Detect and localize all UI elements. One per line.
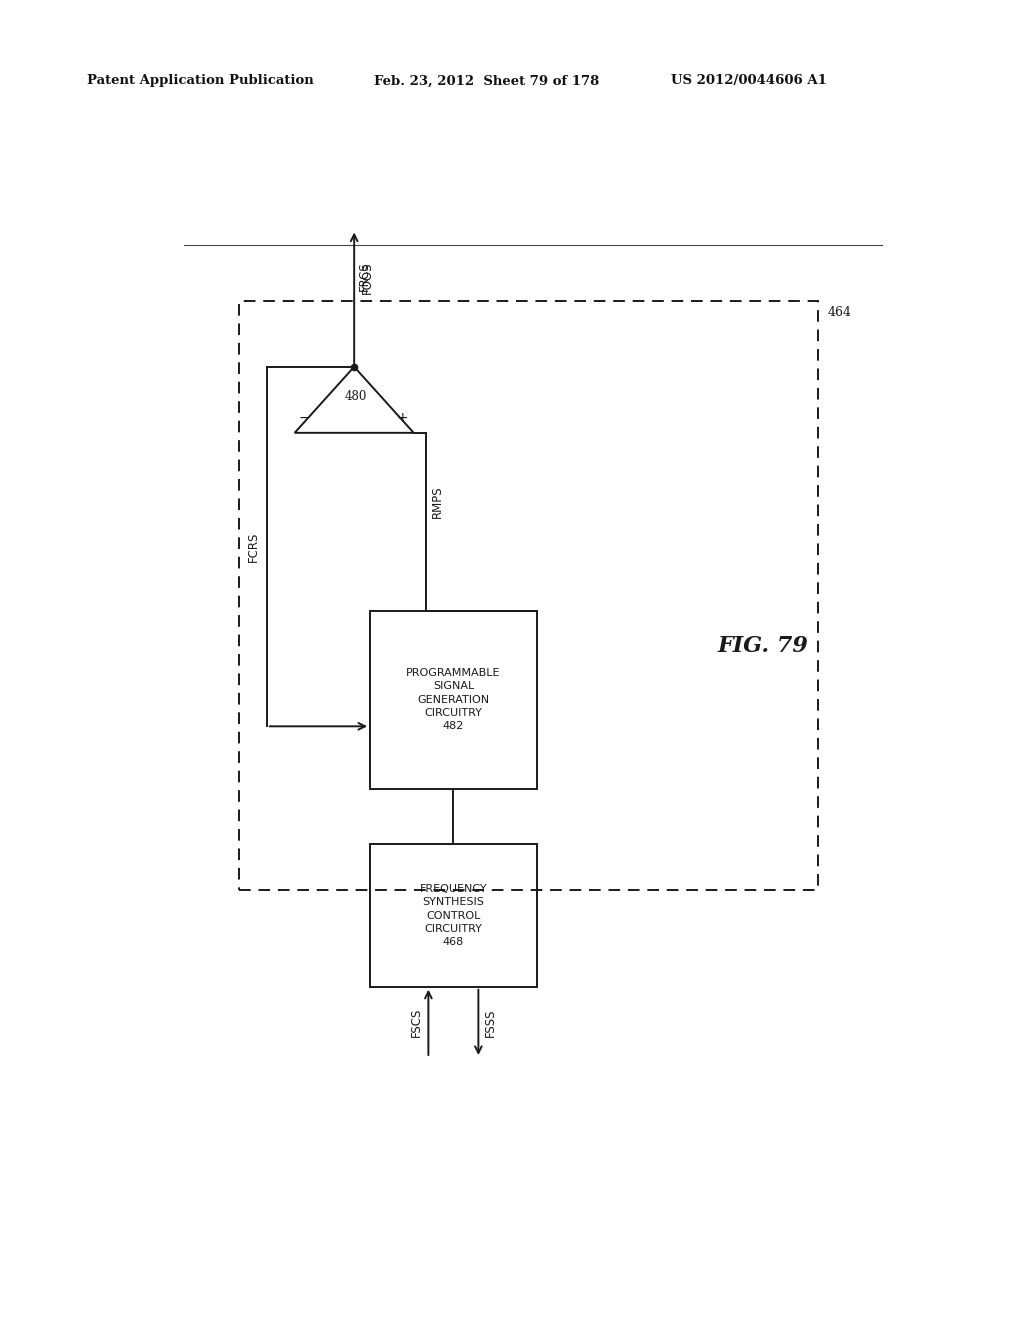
Text: Feb. 23, 2012  Sheet 79 of 178: Feb. 23, 2012 Sheet 79 of 178	[374, 74, 599, 87]
Text: FRCS: FRCS	[358, 261, 371, 290]
Text: RMPS: RMPS	[431, 486, 444, 517]
Text: US 2012/0044606 A1: US 2012/0044606 A1	[671, 74, 826, 87]
Text: FSSS: FSSS	[483, 1008, 497, 1036]
Text: 480: 480	[344, 389, 367, 403]
Text: FOOS: FOOS	[361, 261, 374, 294]
Bar	[370, 611, 537, 788]
Text: PROGRAMMABLE
SIGNAL
GENERATION
CIRCUITRY
482: PROGRAMMABLE SIGNAL GENERATION CIRCUITRY…	[407, 668, 501, 731]
Text: FSCS: FSCS	[410, 1007, 423, 1038]
Text: FREQUENCY
SYNTHESIS
CONTROL
CIRCUITRY
468: FREQUENCY SYNTHESIS CONTROL CIRCUITRY 46…	[420, 884, 487, 946]
Text: +: +	[396, 411, 409, 425]
Bar	[370, 845, 537, 987]
Text: Patent Application Publication: Patent Application Publication	[87, 74, 313, 87]
Text: 464: 464	[828, 306, 852, 318]
Text: FCRS: FCRS	[247, 532, 260, 562]
Text: FIG. 79: FIG. 79	[718, 635, 808, 657]
Text: −: −	[298, 411, 310, 425]
